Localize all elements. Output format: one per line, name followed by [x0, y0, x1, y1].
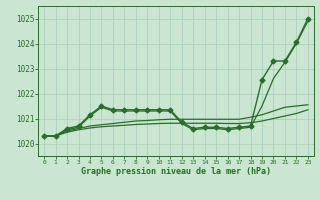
X-axis label: Graphe pression niveau de la mer (hPa): Graphe pression niveau de la mer (hPa): [81, 167, 271, 176]
